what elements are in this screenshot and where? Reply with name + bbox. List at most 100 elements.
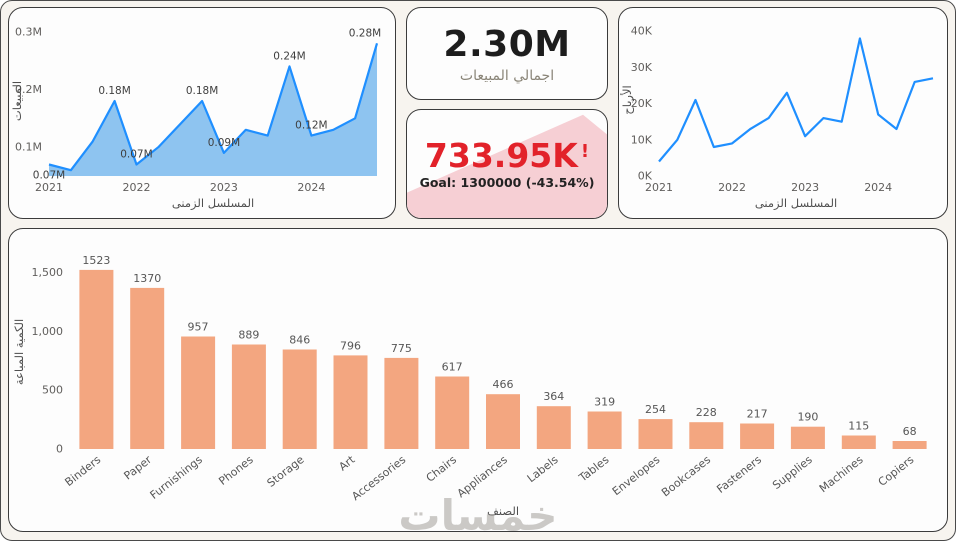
goal-value-row: 733.95K ! [425,139,589,172]
chart-text: 2024 [864,181,892,194]
bar-tables[interactable] [587,411,622,450]
kpi-column: 2.30M اجمالي المبيعات 733.95K ! Goal: 13… [406,7,608,219]
chart-text: الصنف [487,504,519,518]
chart-text: Furnishings [148,453,205,502]
sales-area-fill[interactable] [49,43,377,176]
chart-text: الأرباح [620,85,635,114]
sales-goal-card[interactable]: 733.95K ! Goal: 1300000 (-43.54%) [406,109,608,219]
chart-text: 2021 [645,181,673,194]
chart-text: 775 [391,342,412,355]
goal-current-value: 733.95K [424,135,578,175]
chart-text: 254 [645,403,666,416]
bar-storage[interactable] [282,349,317,450]
chart-text: 0.2M [15,83,42,96]
chart-text: الكمية المباعة [12,319,26,385]
chart-text: Paper [122,453,155,483]
chart-text: المبيعات [10,81,24,121]
chart-text: Appliances [455,453,510,500]
chart-text: 0.3M [15,25,42,38]
chart-text: المسلسل الزمنى [755,196,837,211]
chart-text: 1,000 [32,325,64,338]
chart-text: 0.28M [349,27,381,39]
chart-text: Tables [576,453,612,485]
chart-text: 0.24M [273,50,305,62]
bar-phones[interactable] [231,344,266,450]
chart-text: 0.07M [120,148,152,160]
chart-text: 1523 [82,254,110,267]
chart-text: 364 [543,390,564,403]
profit-trend-card: 0K 10K 20K 30K 40K 2021 2022 2023 2024 المسلسل ال… [618,7,948,219]
chart-text: Envelopes [610,453,663,498]
chart-text: 0.18M [186,85,218,97]
chart-text: 0.1M [15,141,42,154]
chart-text: Copiers [876,453,917,489]
top-row: 0.1M 0.2M 0.3M 2021 2022 2023 2024 المسلسل الزم… [8,7,948,219]
profit-line[interactable] [658,37,934,163]
chart-text: Phones [216,453,256,488]
chart-text: 0.07M [33,169,65,181]
bar-supplies[interactable] [790,426,825,449]
bar-labels[interactable] [536,406,571,449]
chart-text: Art [336,453,357,474]
sales-line[interactable] [48,42,379,172]
sales-trend-card: 0.1M 0.2M 0.3M 2021 2022 2023 2024 المسلسل الزم… [8,7,396,219]
goal-alert-icon: ! [580,140,590,162]
quantity-bar-chart[interactable]: 0 500 1,000 1,500 الكمية المباعة الصنف 1523 Bin… [9,229,945,529]
chart-text: 2023 [210,181,238,194]
chart-text: 2022 [718,181,746,194]
chart-text: Supplies [770,453,815,492]
total-sales-kpi-card[interactable]: 2.30M اجمالي المبيعات [406,7,608,100]
bar-paper[interactable] [130,287,165,449]
bar-appliances[interactable] [486,394,520,449]
chart-text: 0 [56,443,63,456]
bar-chairs[interactable] [435,376,470,450]
chart-text: 1370 [133,272,161,285]
goal-trend-shape [407,114,607,218]
chart-text: 20K [631,97,653,110]
profit-line-chart[interactable]: 0K 10K 20K 30K 40K 2021 2022 2023 2024 المسلسل ال… [619,8,947,216]
bar-furnishings[interactable] [181,336,216,450]
chart-text: 2021 [35,181,63,194]
chart-text: 2024 [297,181,325,194]
chart-text: 466 [493,378,514,391]
chart-text: 0K [638,170,653,183]
chart-text: 846 [289,334,310,347]
chart-text: 0.09M [208,137,240,149]
chart-text: Storage [265,453,307,490]
chart-text: 617 [442,360,463,373]
bar-binders[interactable] [79,269,114,449]
bar-copiers[interactable] [892,441,927,449]
chart-text: Machines [817,453,866,495]
chart-text: 2023 [791,181,819,194]
chart-text: 957 [188,320,209,333]
bar-envelopes[interactable] [638,419,673,449]
chart-text: 319 [594,395,615,408]
chart-text: Accessories [349,453,408,503]
chart-text: 217 [747,407,768,420]
bar-bookcases[interactable] [689,422,724,449]
sales-area-chart[interactable]: 0.1M 0.2M 0.3M 2021 2022 2023 2024 المسلسل الزم… [9,8,393,216]
chart-text: Fasteners [714,453,764,496]
bar-fasteners[interactable] [740,423,775,450]
quantity-by-category-card: 0 500 1,000 1,500 الكمية المباعة الصنف 1523 Bin… [8,228,948,532]
chart-text: 796 [340,339,361,352]
chart-text: Bookcases [659,453,713,499]
chart-text: 1,500 [32,266,64,279]
chart-text: 190 [797,411,818,424]
chart-text: Binders [62,453,103,489]
bar-art[interactable] [333,355,368,449]
chart-text: 68 [903,425,917,438]
chart-text: 0.12M [295,120,327,132]
chart-text: 10K [631,133,653,146]
total-sales-label: اجمالي المبيعات [459,67,555,84]
chart-text: Labels [525,453,561,485]
chart-text: Chairs [424,453,460,485]
goal-target-text: Goal: 1300000 (-43.54%) [419,174,595,190]
chart-text: 40K [631,25,653,38]
goal-content: 733.95K ! Goal: 1300000 (-43.54%) [407,110,607,218]
chart-text: 500 [42,384,63,397]
chart-text: 115 [848,419,869,432]
bar-machines[interactable] [841,435,876,450]
bar-accessories[interactable] [384,357,419,449]
